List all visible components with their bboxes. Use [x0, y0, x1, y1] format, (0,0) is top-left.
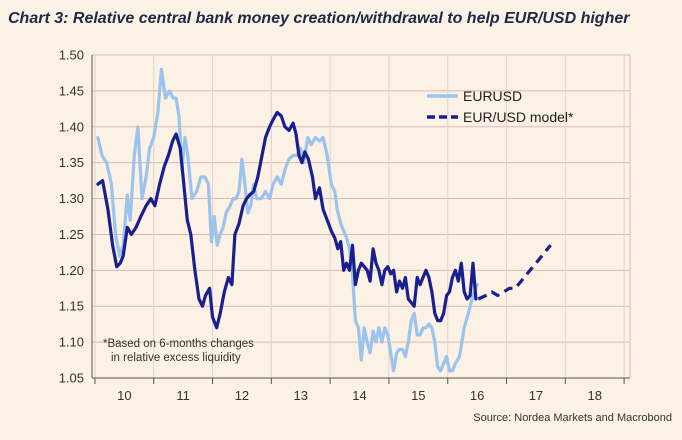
legend: EURUSD EUR/USD model* — [427, 88, 574, 125]
y-tick-label: 1.45 — [59, 83, 84, 98]
y-tick-label: 1.40 — [59, 119, 84, 134]
y-tick-label: 1.10 — [59, 335, 84, 350]
x-tick-label: 18 — [587, 388, 601, 403]
x-tick-label: 16 — [470, 388, 484, 403]
y-tick-label: 1.35 — [59, 155, 84, 170]
x-tick-label: 10 — [117, 388, 131, 403]
plot-background — [92, 55, 630, 378]
footnote-line-2: in relative excess liquidity — [111, 352, 241, 364]
x-tick-label: 15 — [411, 388, 425, 403]
series-line-model — [96, 110, 478, 330]
y-tick-label: 1.05 — [59, 371, 84, 386]
legend-label-eurusd: EURUSD — [463, 88, 522, 104]
y-tick-label: 1.30 — [59, 191, 84, 206]
plot-area — [92, 55, 630, 378]
x-tick-label: 12 — [235, 388, 249, 403]
x-tick-label: 11 — [176, 388, 190, 403]
x-tick-label: 17 — [529, 388, 543, 403]
axes: 1.05 1.10 1.15 1.20 1.25 1.30 1.35 1.40 1.45 1.50… — [59, 48, 630, 403]
y-tick-label: 1.25 — [59, 227, 84, 242]
x-tick-label: 14 — [352, 388, 366, 403]
series-line-model-forecast — [477, 244, 552, 301]
chart-title: Chart 3: Relative central bank money cre… — [8, 10, 630, 27]
footnote-line-1: *Based on 6-months changes — [103, 338, 254, 350]
footnote: *Based on 6-months changes in relative e… — [103, 338, 254, 364]
gridlines — [92, 54, 631, 379]
source-note: Source: Nordea Markets and Macrobond — [473, 412, 672, 424]
series-layer — [96, 67, 552, 373]
legend-label-model: EUR/USD model* — [463, 109, 574, 125]
y-tick-label: 1.15 — [59, 299, 84, 314]
y-tick-label: 1.50 — [59, 48, 84, 63]
x-tick-label: 13 — [293, 388, 307, 403]
y-tick-label: 1.20 — [59, 263, 84, 278]
